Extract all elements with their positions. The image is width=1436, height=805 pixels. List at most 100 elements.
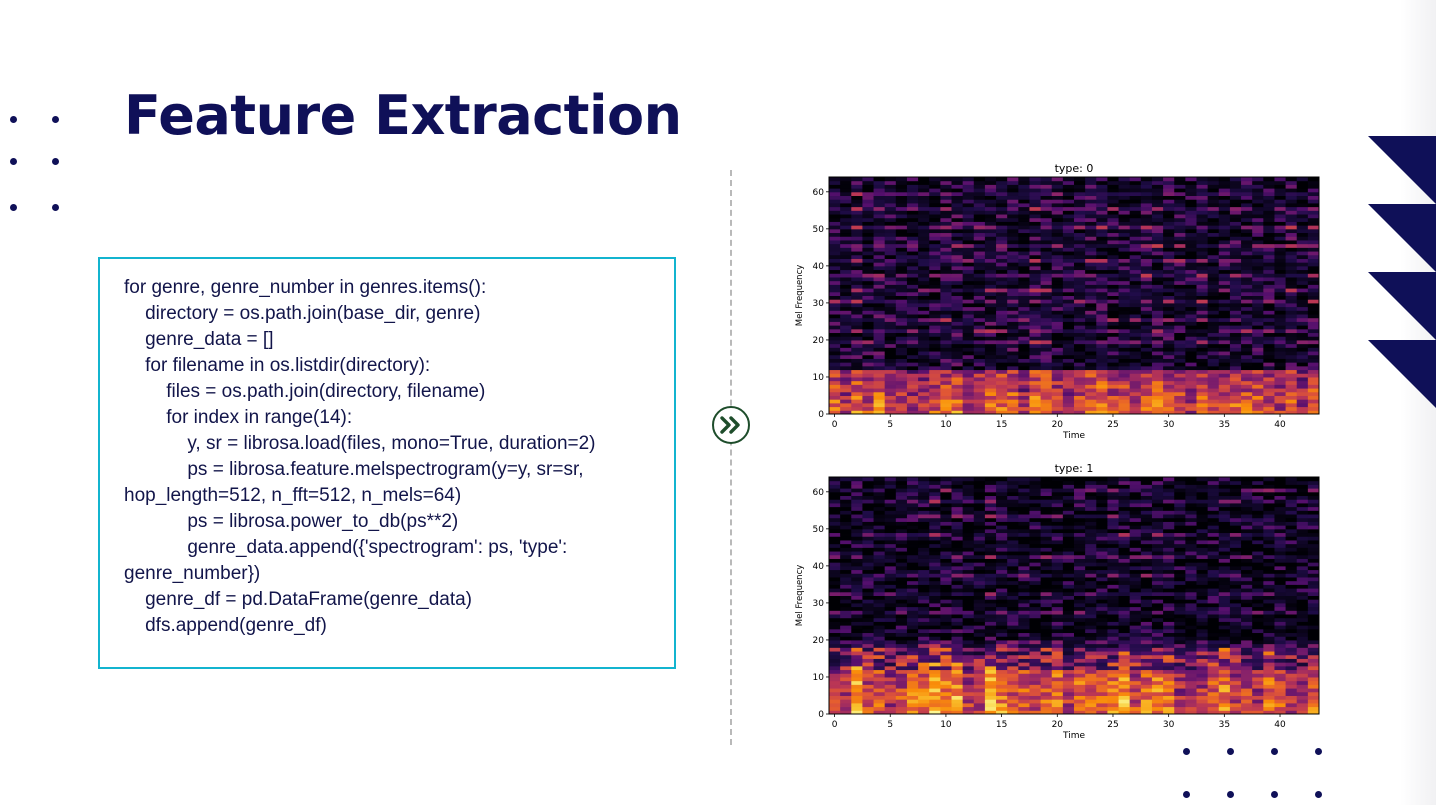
heatmap-cell: [951, 695, 964, 700]
heatmap-cell: [1174, 551, 1186, 556]
heatmap-cell: [1229, 614, 1242, 619]
heatmap-cell: [1107, 188, 1120, 193]
heatmap-cell: [951, 280, 964, 285]
heatmap-cell: [1163, 325, 1175, 330]
heatmap-cell: [929, 402, 941, 408]
heatmap-cell: [984, 284, 997, 289]
heatmap-cell: [996, 247, 1008, 252]
heatmap-cell: [1229, 591, 1242, 596]
heatmap-cell: [1129, 628, 1142, 634]
heatmap-cell: [862, 547, 875, 552]
heatmap-cell: [996, 217, 1008, 222]
heatmap-cell: [862, 651, 875, 656]
heatmap-cell: [984, 676, 997, 682]
heatmap-cell: [906, 591, 919, 596]
heatmap-cell: [1140, 262, 1153, 267]
heatmap-cell: [906, 680, 919, 685]
heatmap-cell: [1241, 710, 1253, 715]
heatmap-cell: [1229, 636, 1242, 641]
heatmap-cell: [1151, 295, 1164, 300]
heatmap-cell: [1285, 206, 1298, 211]
heatmap-cell: [940, 621, 952, 626]
heatmap-cell: [1118, 625, 1131, 630]
heatmap-cell: [1274, 354, 1287, 359]
heatmap-cell: [1174, 265, 1186, 271]
heatmap-cell: [1229, 684, 1242, 689]
heatmap-cell: [1263, 369, 1275, 374]
heatmap-cell: [996, 702, 1008, 708]
heatmap-cell: [1296, 273, 1309, 278]
heatmap-cell: [1218, 232, 1231, 237]
heatmap-cell: [840, 599, 852, 604]
heatmap-cell: [895, 373, 908, 378]
heatmap-cell: [895, 265, 908, 271]
next-arrow-button[interactable]: [712, 406, 750, 444]
heatmap-cell: [1007, 328, 1019, 334]
x-tick-label: 0: [832, 420, 838, 430]
heatmap-cell: [1129, 306, 1142, 311]
heatmap-cell: [1018, 673, 1030, 678]
heatmap-cell: [873, 395, 886, 400]
heatmap-cell: [1129, 576, 1142, 582]
heatmap-cell: [1007, 673, 1019, 678]
heatmap-cell: [873, 280, 886, 285]
heatmap-cell: [918, 191, 930, 197]
heatmap-cell: [1029, 576, 1042, 582]
heatmap-cell: [840, 547, 852, 552]
heatmap-cell: [1296, 269, 1309, 274]
heatmap-cell: [873, 662, 886, 667]
heatmap-cell: [1263, 262, 1275, 267]
heatmap-cell: [1062, 395, 1075, 400]
heatmap-cell: [929, 236, 941, 241]
heatmap-cell: [1151, 225, 1164, 230]
heatmap-cell: [984, 565, 997, 571]
heatmap-cell: [918, 554, 930, 559]
heatmap-cell: [1207, 647, 1220, 652]
heatmap-cell: [951, 328, 964, 334]
heatmap-cell: [862, 251, 875, 256]
heatmap-cell: [1151, 336, 1164, 341]
heatmap-cell: [1040, 617, 1053, 622]
heatmap-cell: [1174, 573, 1186, 578]
heatmap-cell: [940, 210, 952, 215]
heatmap-cell: [951, 602, 964, 608]
heatmap-cell: [840, 595, 852, 600]
heatmap-cell: [996, 402, 1008, 408]
heatmap-cell: [951, 221, 964, 226]
heatmap-cell: [1285, 339, 1298, 345]
heatmap-cell: [1118, 202, 1131, 208]
heatmap-cell: [1163, 584, 1175, 589]
heatmap-cell: [862, 225, 875, 230]
heatmap-cell: [1129, 343, 1142, 348]
heatmap-cell: [962, 188, 975, 193]
heatmap-cell: [1296, 680, 1309, 685]
heatmap-cell: [929, 706, 941, 711]
heatmap-cell: [1018, 588, 1030, 593]
heatmap-cell: [862, 247, 875, 252]
slide-title: Feature Extraction: [124, 84, 682, 147]
heatmap-cell: [851, 276, 863, 282]
heatmap-cell: [1207, 302, 1220, 308]
heatmap-cell: [1285, 195, 1298, 200]
heatmap-cell: [1062, 569, 1075, 574]
x-tick-label: 30: [1163, 420, 1175, 430]
heatmap-cell: [984, 539, 997, 545]
heatmap-cell: [1174, 284, 1186, 289]
heatmap-cell: [1185, 684, 1197, 689]
heatmap-cell: [1040, 636, 1053, 641]
heatmap-cell: [1040, 676, 1053, 682]
heatmap-cell: [1118, 373, 1131, 378]
heatmap-cell: [1062, 543, 1075, 548]
heatmap-cell: [840, 610, 852, 615]
heatmap-cell: [1118, 569, 1131, 574]
heatmap-cell: [1151, 399, 1164, 404]
heatmap-cell: [918, 684, 930, 689]
heatmap-cell: [1174, 210, 1186, 215]
heatmap-cell: [1263, 599, 1275, 604]
heatmap-cell: [1196, 588, 1209, 593]
heatmap-cell: [1207, 317, 1220, 322]
heatmap-cell: [1051, 232, 1064, 237]
heatmap-cell: [996, 284, 1008, 289]
heatmap-cell: [1007, 665, 1019, 671]
heatmap-cell: [1196, 269, 1209, 274]
